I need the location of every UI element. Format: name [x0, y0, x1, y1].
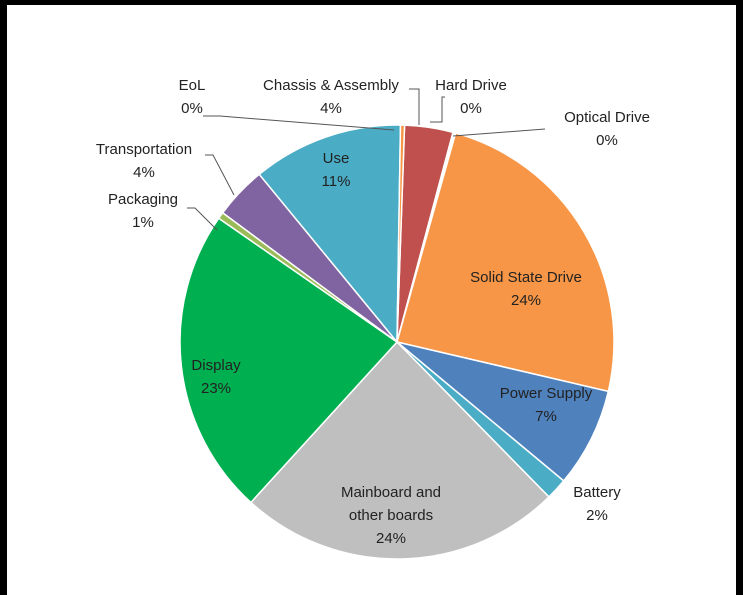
- pie-slice-power-supply: [396, 341, 610, 482]
- data-label-hard-drive: Hard Drive 0%: [435, 77, 507, 117]
- pie-slice-eol: [396, 124, 406, 343]
- data-label-battery: Battery 2%: [573, 484, 621, 524]
- data-label-optical-drive: Optical Drive 0%: [564, 109, 650, 149]
- pie-slice-display: [179, 217, 399, 504]
- leader-line-transportation: [205, 154, 235, 196]
- data-label-eol: EoL 0%: [179, 77, 206, 117]
- data-label-display: Display 23%: [191, 357, 241, 397]
- leader-line-hard-drive: [430, 96, 445, 123]
- leader-line-optical-drive: [452, 128, 546, 137]
- leader-line-packaging: [187, 207, 218, 231]
- pie-slice-use: [258, 124, 402, 345]
- data-label-mainboard-and-other-boards: Mainboard and other boards 24%: [341, 484, 441, 547]
- pie-slice-mainboard-and-other-boards: [249, 340, 550, 560]
- leader-line-eol: [203, 115, 395, 131]
- data-label-chassis-and-assembly: Chassis & Assembly 4%: [263, 77, 399, 117]
- data-label-transportation: Transportation 4%: [96, 141, 192, 181]
- leader-line-chassis-and-assembly: [409, 88, 420, 125]
- pie-chart: Chassis & Assembly 4% Hard Drive 0% Optical …: [96, 77, 650, 560]
- data-label-use: Use 11%: [322, 150, 351, 190]
- chart-frame: Chassis & Assembly 4% Hard Drive 0% Optical …: [7, 5, 736, 595]
- data-label-packaging: Packaging 1%: [108, 191, 178, 231]
- data-label-solid-state-drive: Solid State Drive 24%: [470, 269, 582, 309]
- pie-slice-solid-state-drive: [396, 132, 615, 393]
- data-label-power-supply: Power Supply 7%: [500, 385, 593, 425]
